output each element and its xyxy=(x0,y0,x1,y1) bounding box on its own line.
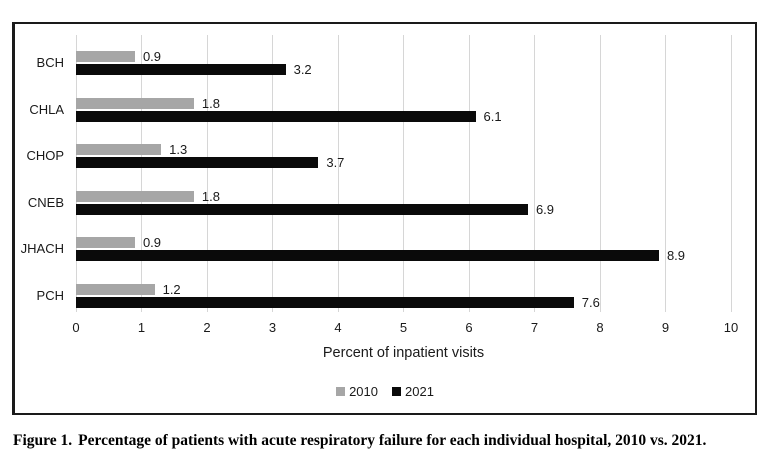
bar-2010-PCH xyxy=(76,283,155,295)
bar-value-label: 3.7 xyxy=(326,155,345,170)
gridline xyxy=(337,35,339,312)
x-tick-label: 2 xyxy=(203,320,211,335)
x-tick-label: 7 xyxy=(530,320,539,335)
legend-label: 2010 xyxy=(349,384,378,399)
bar-2010-JHACH xyxy=(76,237,135,248)
bar-value-label: 8.9 xyxy=(666,248,686,263)
gridline xyxy=(730,35,732,312)
x-tick-label: 1 xyxy=(137,320,146,335)
bar-2021-BCH xyxy=(76,64,286,75)
bar-2021-CHOP xyxy=(76,157,319,168)
plot-area: 0.9 3.2 1.8 6.1 1.3 3.7 1.8 6.9 0.9 8.9 1.2 7.6 xyxy=(75,35,732,312)
bar-value-label: 7.6 xyxy=(581,294,600,310)
bar-2010-CHOP xyxy=(76,144,162,155)
bar-2010-CNEB xyxy=(76,190,194,202)
x-tick-label: 4 xyxy=(334,320,342,335)
legend-swatch-icon xyxy=(392,387,401,396)
bar-2021-CNEB xyxy=(76,203,528,215)
bar-value-label: 0.9 xyxy=(142,235,162,250)
legend-swatch-icon xyxy=(336,387,346,396)
x-tick-label: 5 xyxy=(399,320,408,335)
figure-caption: Figure 1. Percentage of patients with acu… xyxy=(13,432,769,450)
legend-item-2021: 2021 xyxy=(392,384,434,399)
chart-frame: 0.9 3.2 1.8 6.1 1.3 3.7 1.8 6.9 0.9 8.9 1.2 7.6 BCH… xyxy=(12,22,757,415)
bar-2010-CHLA xyxy=(76,97,194,109)
figure-caption-number: Figure 1. xyxy=(13,432,73,449)
bar-value-label: 1.3 xyxy=(169,142,188,157)
bar-2021-JHACH xyxy=(76,250,659,261)
figure-caption-text: Percentage of patients with acute respir… xyxy=(78,432,707,449)
bar-2010-BCH xyxy=(76,51,135,62)
bar-value-label: 1.8 xyxy=(201,188,220,204)
bar-2021-PCH xyxy=(76,296,574,308)
x-tick-label: 9 xyxy=(661,320,670,335)
category-label: PCH xyxy=(36,287,64,303)
x-tick-label: 10 xyxy=(723,320,739,335)
gridline xyxy=(534,35,535,312)
bar-value-label: 0.9 xyxy=(142,49,162,64)
bar-2021-CHLA xyxy=(76,110,476,122)
bar-value-label: 6.1 xyxy=(483,108,502,124)
gridline xyxy=(141,35,142,312)
x-tick-label: 3 xyxy=(268,320,277,335)
gridline xyxy=(665,35,666,312)
category-label: CHLA xyxy=(29,101,64,117)
gridline xyxy=(75,35,77,312)
category-label: CNEB xyxy=(27,194,64,210)
category-label: JHACH xyxy=(20,241,64,256)
category-label: CHOP xyxy=(26,148,64,163)
x-tick-label: 6 xyxy=(465,320,473,335)
bar-value-label: 6.9 xyxy=(535,201,555,217)
gridline xyxy=(599,35,601,312)
x-tick-label: 8 xyxy=(596,320,604,335)
gridline xyxy=(272,35,273,312)
category-label: BCH xyxy=(36,55,64,70)
gridline xyxy=(468,35,470,312)
legend-label: 2021 xyxy=(405,384,434,399)
gridline xyxy=(403,35,404,312)
legend-item-2010: 2010 xyxy=(336,384,378,399)
x-axis-title: Percent of inpatient visits xyxy=(322,345,485,361)
gridline xyxy=(206,35,208,312)
bar-value-label: 1.8 xyxy=(201,95,220,111)
bar-value-label: 1.2 xyxy=(162,281,181,297)
chart-legend: 2010 2021 xyxy=(15,384,755,399)
bar-value-label: 3.2 xyxy=(293,62,312,77)
x-tick-label: 0 xyxy=(72,320,80,335)
